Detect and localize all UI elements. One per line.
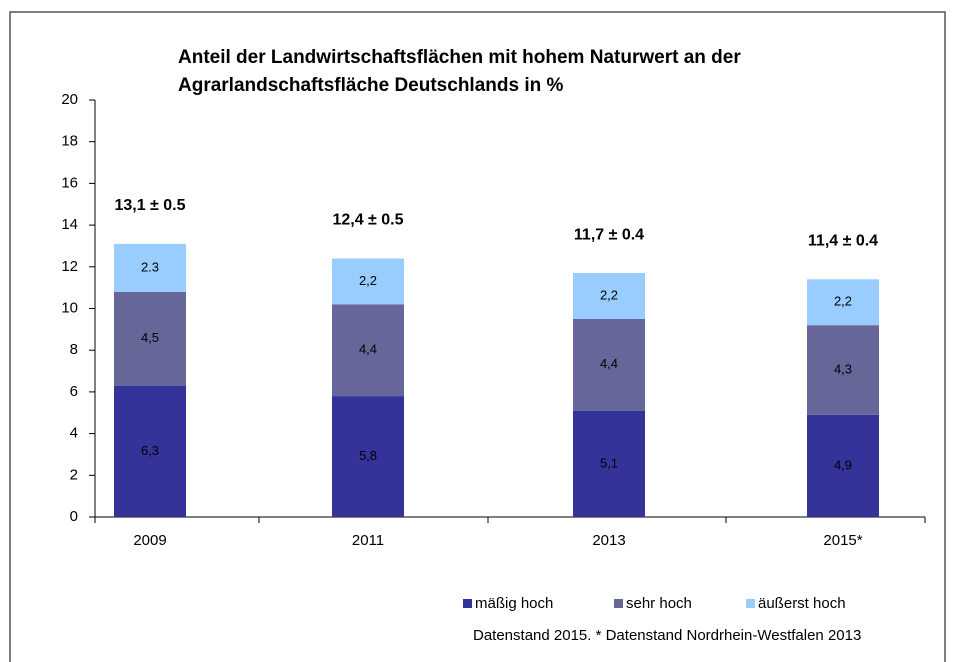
y-tick-label: 12 bbox=[61, 258, 78, 275]
value-label: 2,2 bbox=[359, 273, 377, 288]
legend-label: äußerst hoch bbox=[758, 595, 846, 612]
y-tick-label: 4 bbox=[70, 425, 78, 442]
value-label: 5,8 bbox=[359, 448, 377, 463]
bar-segment bbox=[114, 385, 186, 517]
bar-segment bbox=[573, 273, 645, 319]
y-tick-label: 18 bbox=[61, 133, 78, 150]
annotation: 11,4 ± 0.4 bbox=[808, 233, 878, 250]
value-label: 2,2 bbox=[834, 294, 852, 309]
bar-segment bbox=[807, 414, 879, 517]
value-label: 4,3 bbox=[834, 361, 852, 376]
legend-swatch bbox=[463, 599, 472, 608]
y-tick-label: 14 bbox=[61, 216, 78, 233]
y-tick-label: 16 bbox=[61, 174, 78, 191]
bar-segment bbox=[807, 279, 879, 326]
bar-segment bbox=[573, 410, 645, 517]
value-label: 4,9 bbox=[834, 457, 852, 472]
y-tick-label: 2 bbox=[70, 466, 78, 483]
legend-label: mäßig hoch bbox=[475, 595, 553, 612]
annotation: 13,1 ± 0.5 bbox=[114, 197, 185, 214]
value-label: 4,4 bbox=[600, 356, 618, 371]
chart-title: Agrarlandschaftsfläche Deutschlands in % bbox=[178, 75, 563, 96]
frame bbox=[9, 11, 946, 662]
legend-swatch bbox=[746, 599, 755, 608]
annotation: 12,4 ± 0.5 bbox=[332, 212, 403, 229]
bar-segment bbox=[114, 243, 186, 292]
legend-swatch bbox=[614, 599, 623, 608]
chart-title: Anteil der Landwirtschaftsflächen mit ho… bbox=[178, 47, 741, 68]
y-tick-label: 20 bbox=[61, 91, 78, 108]
bar-segment bbox=[332, 396, 404, 517]
bar-segment bbox=[332, 304, 404, 397]
y-tick-label: 0 bbox=[70, 508, 78, 525]
annotation: 11,7 ± 0.4 bbox=[574, 226, 644, 243]
x-tick-label: 2013 bbox=[592, 532, 625, 549]
bar-segment bbox=[573, 318, 645, 411]
bar-segment bbox=[807, 325, 879, 415]
value-label: 4,4 bbox=[359, 342, 377, 357]
bar-segment bbox=[332, 258, 404, 305]
note: Datenstand 2015. * Datenstand Nordrhein-… bbox=[473, 627, 861, 644]
value-label: 2,2 bbox=[600, 287, 618, 302]
bar-segment bbox=[114, 291, 186, 386]
y-tick-label: 10 bbox=[61, 299, 78, 316]
value-label: 4,5 bbox=[141, 330, 159, 345]
legend-label: sehr hoch bbox=[626, 595, 692, 612]
y-tick-label: 6 bbox=[70, 383, 78, 400]
x-tick-label: 2009 bbox=[133, 532, 166, 549]
value-label: 5,1 bbox=[600, 455, 618, 470]
y-tick-label: 8 bbox=[70, 341, 78, 358]
x-tick-label: 2011 bbox=[352, 532, 384, 549]
x-tick-label: 2015* bbox=[823, 532, 862, 549]
value-label: 2.3 bbox=[141, 259, 159, 274]
value-label: 6,3 bbox=[141, 443, 159, 458]
